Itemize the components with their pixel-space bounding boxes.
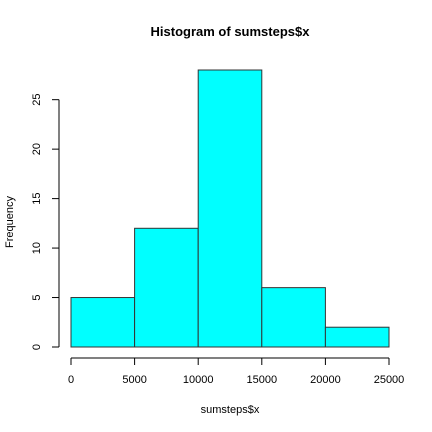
y-tick-label: 10 (31, 242, 43, 254)
x-tick-label: 0 (68, 374, 74, 386)
x-tick-label: 10000 (183, 374, 214, 386)
y-tick-label: 15 (31, 192, 43, 204)
x-tick-label: 15000 (247, 374, 278, 386)
y-tick-label: 0 (31, 344, 43, 350)
histogram-bar-0 (70, 297, 136, 348)
bars-group (70, 69, 390, 348)
y-axis: 0 5 10 15 20 25 (31, 94, 60, 350)
y-tick-label: 5 (31, 294, 43, 300)
chart-title: Histogram of sumsteps$x (151, 24, 311, 39)
x-tick-label: 25000 (374, 374, 405, 386)
y-tick-label: 20 (31, 143, 43, 155)
histogram-bar-4 (324, 326, 390, 348)
x-axis: 0 5000 10000 15000 20000 25000 (68, 357, 405, 386)
y-axis-label: Frequency (4, 196, 16, 248)
x-tick-label: 5000 (122, 374, 146, 386)
histogram-bar-1 (134, 227, 199, 348)
histogram-bar-2 (197, 69, 263, 348)
x-tick-label: 20000 (310, 374, 341, 386)
y-tick-label: 25 (31, 94, 43, 106)
histogram-bar-3 (261, 287, 326, 348)
x-axis-label: sumsteps$x (201, 404, 260, 416)
